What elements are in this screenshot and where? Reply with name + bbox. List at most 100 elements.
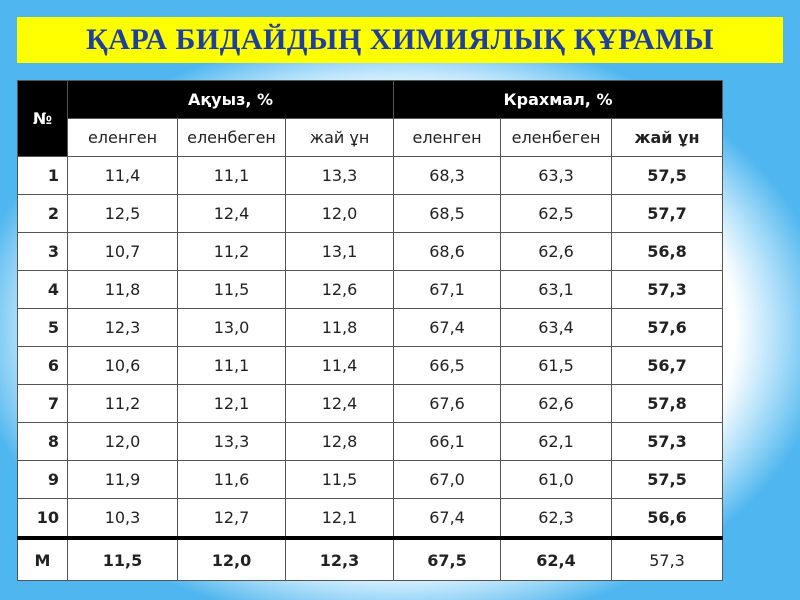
table-cell: 67,4 <box>393 498 502 539</box>
table-cell: 11,5 <box>284 460 395 499</box>
table-cell: 67,1 <box>393 270 502 309</box>
table-cell: 10,7 <box>67 232 178 271</box>
table-cell: 62,5 <box>500 194 613 233</box>
table-cell: 67,4 <box>393 308 502 347</box>
table-cell: 68,3 <box>393 156 502 195</box>
table-cell: 13,0 <box>177 308 286 347</box>
table-cell: 11,6 <box>177 460 286 499</box>
table-cell: 57,3 <box>611 536 724 581</box>
table-cell: 57,3 <box>611 422 724 461</box>
table-cell: 13,3 <box>284 156 395 195</box>
table-cell: 12,4 <box>284 384 395 423</box>
table-cell: 11,8 <box>67 270 178 309</box>
group-header: Ақуыз, % <box>66 80 395 119</box>
table-cell: 62,3 <box>500 498 613 539</box>
table-row: 9 11,9 11,6 11,5 67,0 61,0 57,5 <box>17 460 724 499</box>
table-cell: 66,1 <box>393 422 502 461</box>
table-cell: 12,1 <box>284 498 395 539</box>
table-body: № Ақуыз, % Крахмал, % еленген еленбеген жа… <box>17 80 724 581</box>
table-row: 7 11,2 12,1 12,4 67,6 62,6 57,8 <box>17 384 724 423</box>
table-cell: 67,5 <box>393 536 502 581</box>
table-cell: 56,7 <box>611 346 724 385</box>
table-row: 6 10,6 11,1 11,4 66,5 61,5 56,7 <box>17 346 724 385</box>
table-cell: 63,1 <box>500 270 613 309</box>
table-cell: 62,6 <box>500 384 613 423</box>
row-label: М <box>17 536 68 581</box>
table-cell: 11,2 <box>177 232 286 271</box>
table-row: 1 11,4 11,1 13,3 68,3 63,3 57,5 <box>17 156 724 195</box>
table-cell: 61,0 <box>500 460 613 499</box>
subheader-row: еленген еленбеген жай ұн еленген еленбеген жа… <box>18 118 724 157</box>
table-row: 3 10,7 11,2 13,1 68,6 62,6 56,8 <box>17 232 724 271</box>
table-cell: 11,1 <box>177 346 286 385</box>
table-cell: 56,8 <box>611 232 724 271</box>
table-cell: 61,5 <box>500 346 613 385</box>
table-cell: 57,5 <box>611 460 724 499</box>
table-cell: 12,3 <box>67 308 178 347</box>
table-cell: 57,7 <box>611 194 724 233</box>
table-cell: 11,4 <box>67 156 178 195</box>
table-cell: 11,1 <box>177 156 286 195</box>
table-cell: 62,6 <box>500 232 613 271</box>
slide-title: ҚАРА БИДАЙДЫҢ ХИМИЯЛЫҚ ҚҰРАМЫ <box>17 17 783 63</box>
table-cell: 63,4 <box>500 308 613 347</box>
table-cell: 62,1 <box>500 422 613 461</box>
table-cell: 57,5 <box>611 156 724 195</box>
table-cell: 12,1 <box>177 384 286 423</box>
table-cell: 66,5 <box>393 346 502 385</box>
table-row: 2 12,5 12,4 12,0 68,5 62,5 57,7 <box>17 194 724 233</box>
subheader-cell: еленбеген <box>500 118 613 157</box>
table-cell: 12,7 <box>177 498 286 539</box>
table-cell: 12,4 <box>177 194 286 233</box>
table-cell: 11,4 <box>284 346 395 385</box>
table-cell: 10,3 <box>67 498 178 539</box>
table-cell: 12,0 <box>284 194 395 233</box>
row-label: 7 <box>17 384 68 423</box>
row-label: 10 <box>17 498 68 539</box>
table-row: 4 11,8 11,5 12,6 67,1 63,1 57,3 <box>17 270 724 309</box>
row-label: 5 <box>17 308 68 347</box>
row-label: 8 <box>17 422 68 461</box>
table-cell: 12,5 <box>67 194 178 233</box>
subheader-cell: еленген <box>67 118 178 157</box>
table-cell: 62,4 <box>500 536 613 581</box>
subheader-cell: жай ұн <box>611 118 724 157</box>
header-row: № Ақуыз, % Крахмал, % <box>17 80 724 157</box>
table-cell: 11,9 <box>67 460 178 499</box>
table-cell: 56,6 <box>611 498 724 539</box>
table-cell: 57,3 <box>611 270 724 309</box>
table-row: М 11,5 12,0 12,3 67,5 62,4 57,3 <box>17 536 724 581</box>
table-cell: 12,0 <box>67 422 178 461</box>
table-cell: 68,5 <box>393 194 502 233</box>
row-label: 9 <box>17 460 68 499</box>
table-cell: 57,6 <box>611 308 724 347</box>
table-cell: 67,6 <box>393 384 502 423</box>
row-label: 2 <box>17 194 68 233</box>
table-row: 5 12,3 13,0 11,8 67,4 63,4 57,6 <box>17 308 724 347</box>
row-label: 3 <box>17 232 68 271</box>
table-cell: 63,3 <box>500 156 613 195</box>
table-cell: 12,8 <box>284 422 395 461</box>
table-row: 8 12,0 13,3 12,8 66,1 62,1 57,3 <box>17 422 724 461</box>
subheader-cell: еленбеген <box>177 118 286 157</box>
subheader-cell: еленген <box>393 118 502 157</box>
table-cell: 12,0 <box>177 536 286 581</box>
table-cell: 10,6 <box>67 346 178 385</box>
row-label: 4 <box>17 270 68 309</box>
table-cell: 12,6 <box>284 270 395 309</box>
table-cell: 11,5 <box>67 536 178 581</box>
table-cell: 12,3 <box>284 536 395 581</box>
data-table: № Ақуыз, % Крахмал, % еленген еленбеген жа… <box>17 80 724 581</box>
table-cell: 11,5 <box>177 270 286 309</box>
row-label: 1 <box>17 156 68 195</box>
table-cell: 13,1 <box>284 232 395 271</box>
table-cell: 67,0 <box>393 460 502 499</box>
table-cell: 57,8 <box>611 384 724 423</box>
subheader-cell: жай ұн <box>284 118 395 157</box>
corner-cell: № <box>17 80 68 157</box>
table-cell: 68,6 <box>393 232 502 271</box>
table-row: 10 10,3 12,7 12,1 67,4 62,3 56,6 <box>17 498 724 539</box>
group-header: Крахмал, % <box>393 80 724 119</box>
table-cell: 11,8 <box>284 308 395 347</box>
